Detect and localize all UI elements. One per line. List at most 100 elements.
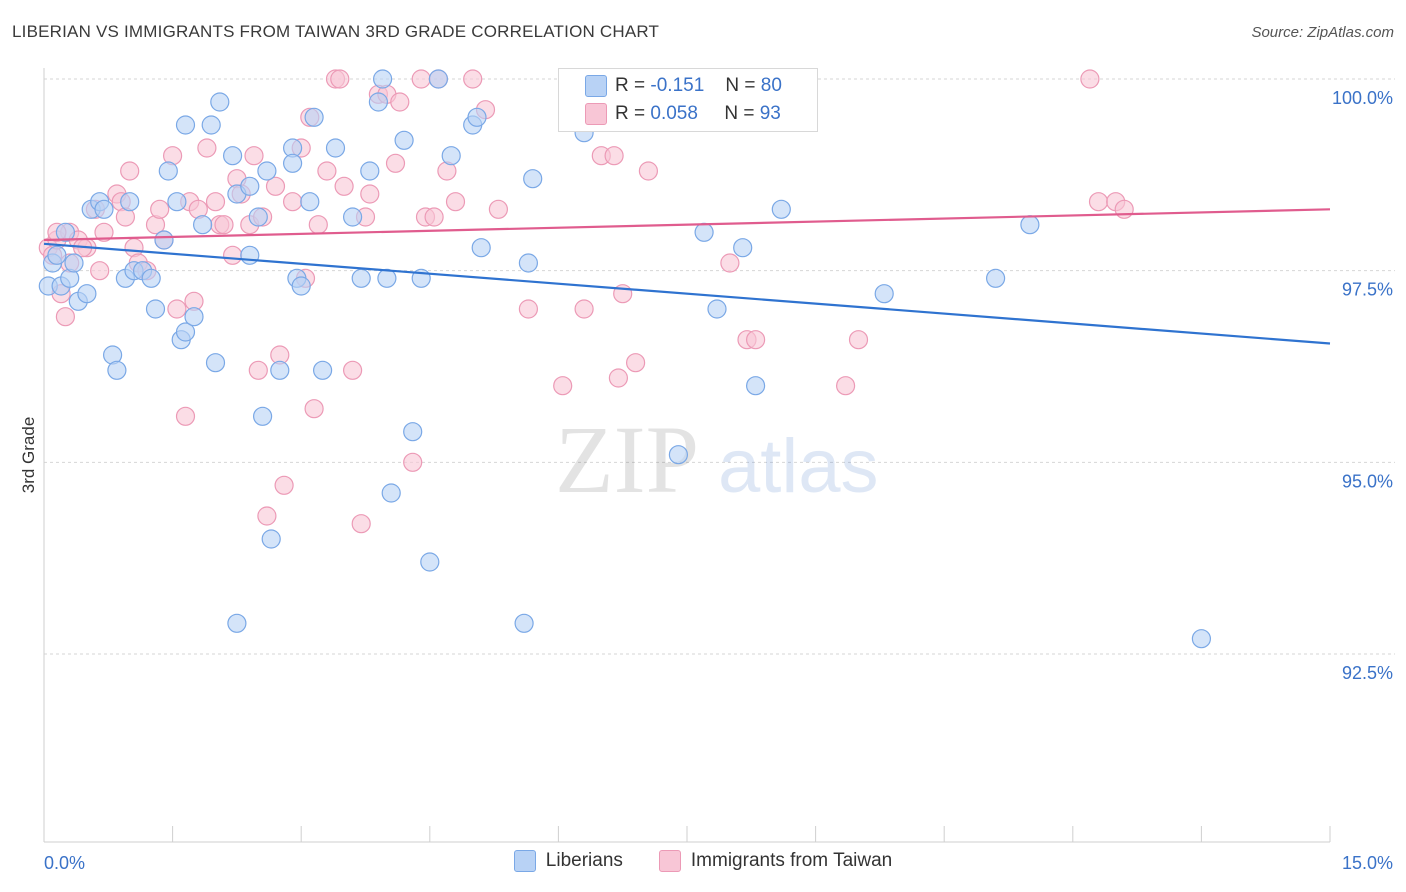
liberians-point xyxy=(184,307,204,327)
taiwan-point xyxy=(214,215,234,235)
liberians-point xyxy=(514,613,534,633)
liberians-point xyxy=(467,107,487,127)
liberians-point xyxy=(403,422,423,442)
liberians-point xyxy=(343,207,363,227)
taiwan-swatch xyxy=(585,103,607,125)
liberians-point xyxy=(351,268,371,288)
taiwan-point xyxy=(330,69,350,89)
legend-swatch-taiwan xyxy=(658,850,681,872)
taiwan-point xyxy=(94,222,114,242)
taiwan-point xyxy=(175,406,196,426)
taiwan-point xyxy=(488,199,508,219)
liberians-point xyxy=(300,192,320,212)
liberians-point xyxy=(201,115,221,135)
liberians-point xyxy=(77,284,97,304)
taiwan-r-value: 0.058 xyxy=(650,103,698,124)
legend-label-liberians: Liberians xyxy=(545,850,623,871)
n-label: N = xyxy=(725,75,756,96)
liberians-point xyxy=(205,353,226,373)
taiwan-point xyxy=(385,153,406,173)
taiwan-point xyxy=(360,184,380,204)
liberians-point xyxy=(668,445,689,465)
liberians-point xyxy=(47,245,67,265)
liberians-point xyxy=(420,552,440,572)
liberians-point xyxy=(441,146,461,166)
legend-label-taiwan: Immigrants from Taiwan xyxy=(690,850,893,871)
liberians-point xyxy=(771,199,791,219)
liberians-point xyxy=(193,215,213,235)
taiwan-point xyxy=(248,360,268,380)
taiwan-point xyxy=(604,146,624,166)
liberians-point xyxy=(694,222,714,242)
liberians-point xyxy=(175,322,196,342)
y-tick-label: 97.5% xyxy=(1342,280,1393,300)
liberians-point xyxy=(227,613,247,633)
liberians-point xyxy=(291,276,311,296)
liberians-point xyxy=(377,268,397,288)
taiwan-point xyxy=(197,138,217,158)
stats-legend-box: R = -0.151 N = 80 R = 0.058 N = 93 xyxy=(558,68,818,132)
liberians-point xyxy=(745,376,766,396)
liberians-point xyxy=(381,483,401,503)
legend-item-taiwan[interactable]: Immigrants from Taiwan xyxy=(658,850,893,872)
legend-swatch-liberians xyxy=(513,850,536,872)
taiwan-point xyxy=(411,69,431,89)
liberians-point xyxy=(1191,629,1212,649)
liberians-point xyxy=(240,176,260,196)
taiwan-point xyxy=(574,299,594,319)
taiwan-point xyxy=(167,299,187,319)
taiwan-point xyxy=(244,146,264,166)
r-label: R = xyxy=(615,75,646,96)
liberians-point xyxy=(518,253,539,273)
liberians-point xyxy=(360,161,380,181)
taiwan-point xyxy=(390,92,410,112)
liberians-point xyxy=(154,230,174,250)
liberians-point xyxy=(325,138,346,158)
series-liberians-points xyxy=(38,69,1212,649)
liberians-point xyxy=(223,146,243,166)
liberians-point xyxy=(120,192,140,212)
x-tick-label-max: 15.0% xyxy=(1342,853,1393,873)
taiwan-point xyxy=(304,399,324,419)
taiwan-point xyxy=(638,161,659,181)
liberians-point xyxy=(141,268,161,288)
taiwan-point xyxy=(424,207,444,227)
source-label: Source: ZipAtlas.com xyxy=(1251,24,1394,41)
liberians-point xyxy=(210,92,230,112)
taiwan-point xyxy=(608,368,629,388)
y-tick-label: 92.5% xyxy=(1342,663,1393,683)
grid-lines xyxy=(44,78,1395,655)
taiwan-point xyxy=(553,376,573,396)
legend: Liberians Immigrants from Taiwan xyxy=(0,850,1406,872)
liberians-point xyxy=(733,238,753,258)
taiwan-point xyxy=(625,353,646,373)
x-tick-label-min: 0.0% xyxy=(44,853,85,873)
liberians-point xyxy=(985,268,1006,288)
liberians-point xyxy=(523,169,543,189)
taiwan-point xyxy=(265,176,286,196)
taiwan-point xyxy=(343,360,363,380)
taiwan-point xyxy=(317,161,337,181)
taiwan-point xyxy=(463,69,483,89)
taiwan-point xyxy=(205,192,226,212)
liberians-point xyxy=(257,161,277,181)
liberians-point xyxy=(175,115,196,135)
taiwan-point xyxy=(334,176,354,196)
n-label: N = xyxy=(724,103,755,124)
liberians-trend-line xyxy=(43,242,1331,345)
taiwan-point xyxy=(1088,192,1109,212)
liberians-point xyxy=(394,130,414,150)
legend-item-liberians[interactable]: Liberians xyxy=(513,850,623,872)
taiwan-point xyxy=(274,475,294,495)
y-tick-label: 100.0% xyxy=(1332,88,1393,108)
taiwan-point xyxy=(745,330,766,350)
taiwan-point xyxy=(257,506,277,526)
liberians-point xyxy=(64,253,84,273)
trend-lines xyxy=(43,208,1331,345)
liberians-point xyxy=(240,245,260,265)
taiwan-point xyxy=(518,299,539,319)
liberians-point xyxy=(313,360,333,380)
taiwan-point xyxy=(351,514,371,534)
y-tick-label: 95.0% xyxy=(1342,471,1393,491)
